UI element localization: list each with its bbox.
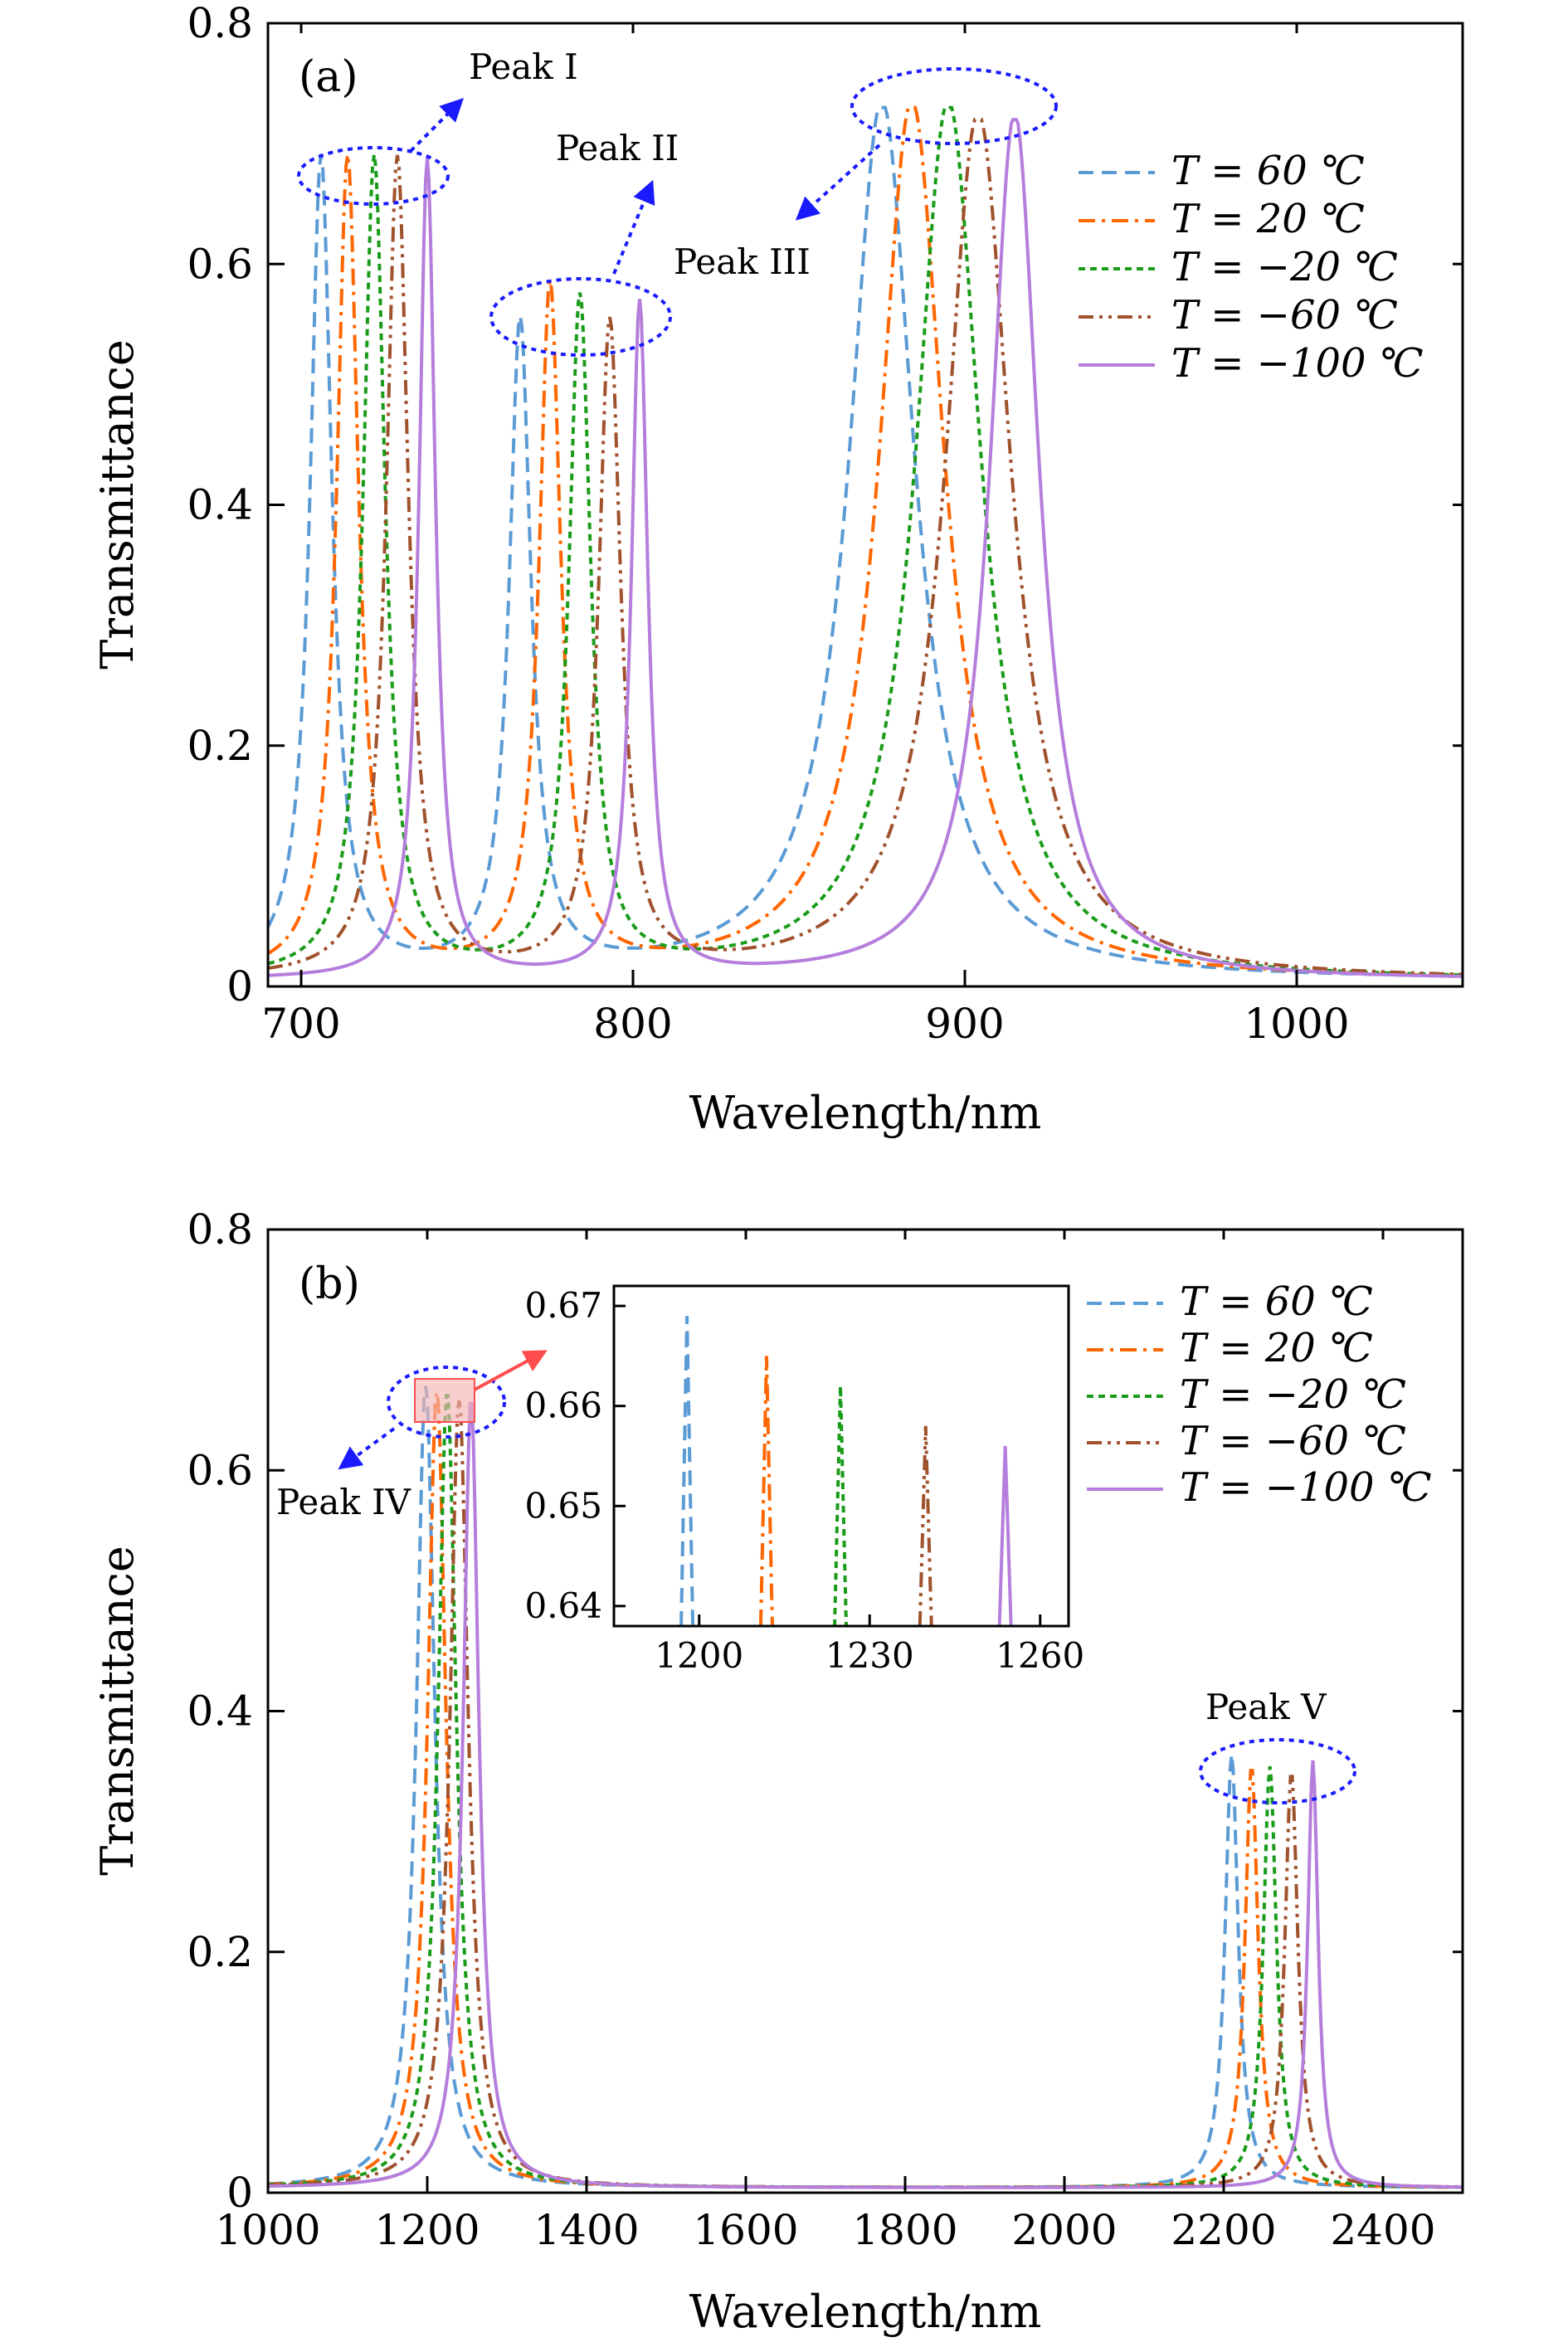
panel-a-curves: [268, 105, 1463, 978]
panel-b-ytick-label-1: 0.2: [187, 1928, 253, 1976]
peak-3-ellipse: [850, 67, 1058, 145]
panel-b-ytick-label-4: 0.8: [187, 1205, 253, 1254]
peak-1-arrow: [409, 98, 464, 153]
panel-b-legend-label-2: T = −20 ℃: [1180, 1371, 1406, 1418]
panel-a-ticks: 700 800 900 1000 0 0.2 0.4 0.6 0.8: [187, 0, 1463, 1048]
panel-b-legend-label-1: T = 20 ℃: [1180, 1325, 1373, 1371]
inset-xtick-label-0: 1200: [655, 1635, 743, 1676]
panel-b-xtick-label-7: 2400: [1330, 2206, 1435, 2254]
peak-3-label: Peak III: [674, 241, 811, 282]
panel-b-xtick-label-6: 2200: [1171, 2206, 1276, 2254]
inset-ytick-label-1: 0.65: [524, 1485, 602, 1526]
panel-a-series-t-100: [268, 118, 1463, 978]
panel-b-xtick-label-0: 1000: [215, 2206, 320, 2254]
peak-1-label: Peak I: [469, 46, 578, 87]
panel-a-xtick-label-0: 700: [261, 1000, 340, 1048]
panel-a-legend-label-4: T = −100 ℃: [1171, 340, 1424, 387]
inset-ytick-label-0: 0.64: [524, 1585, 602, 1626]
panel-a-ytick-label-3: 0.6: [187, 240, 253, 288]
panel-a-legend-label-2: T = −20 ℃: [1171, 244, 1398, 290]
panel-b: 1000 1200 1400 1600 1800 2000 2200 2400 0 0.2 0.4 0…: [91, 1205, 1464, 2338]
inset-ticks: 1200 1230 1260 0.64 0.65 0.66 0.67: [524, 1285, 1084, 1676]
panel-b-xtick-label-2: 1400: [533, 2206, 639, 2254]
inset-series-t-60: [679, 1316, 695, 1626]
peak-2-ellipse: [489, 277, 672, 357]
panel-b-ytick-label-2: 0.4: [187, 1687, 253, 1736]
peak-4-arrow: [338, 1427, 396, 1470]
panel-b-ytick-label-0: 0: [226, 2169, 253, 2217]
panel-b-ytick-label-3: 0.6: [187, 1446, 253, 1494]
panel-b-xtick-label-3: 1600: [693, 2206, 798, 2254]
peak-1-ellipse: [297, 146, 450, 206]
panel-a-label: (a): [299, 52, 358, 102]
panel-b-series-t-20: [268, 1391, 1463, 2189]
panel-a-legend: T = 60 ℃T = 20 ℃T = −20 ℃T = −60 ℃T = −1…: [1079, 148, 1424, 387]
panel-b-xtick-label-5: 2000: [1011, 2206, 1117, 2254]
panel-a-xlabel: Wavelength/nm: [689, 1087, 1042, 1139]
panel-b-legend-label-3: T = −60 ℃: [1180, 1418, 1406, 1464]
peak-3-arrow: [795, 144, 881, 221]
zoom-box: [414, 1378, 475, 1423]
panel-a-ylabel: Transmittance: [91, 339, 144, 670]
panel-a-legend-label-3: T = −60 ℃: [1171, 292, 1398, 338]
inset-plot: 1200 1230 1260 0.64 0.65 0.66 0.67: [524, 1284, 1084, 1676]
panel-a-legend-label-0: T = 60 ℃: [1171, 148, 1365, 194]
panel-b-xlabel: Wavelength/nm: [689, 2286, 1042, 2338]
panel-a: 700 800 900 1000 0 0.2 0.4 0.6 0.8 (a) Wavelengt…: [91, 0, 1464, 1139]
panel-a-xtick-label-1: 800: [593, 1000, 672, 1048]
panel-b-label: (b): [299, 1259, 360, 1309]
peak-2-label: Peak II: [556, 128, 679, 168]
panel-b-curves: [268, 1385, 1463, 2189]
panel-b-xtick-label-1: 1200: [374, 2206, 480, 2254]
inset-curves: [679, 1316, 1013, 1626]
peak-4-ellipse: [387, 1366, 506, 1439]
peak-5-label: Peak V: [1205, 1687, 1327, 1727]
peak-2-arrow: [612, 179, 655, 275]
panel-b-xtick-label-4: 1800: [852, 2206, 957, 2254]
inset-xtick-label-1: 1230: [825, 1635, 914, 1676]
panel-a-ytick-label-0: 0: [226, 962, 253, 1010]
panel-b-legend-label-4: T = −100 ℃: [1180, 1464, 1432, 1511]
peak-5-ellipse: [1199, 1738, 1356, 1804]
panel-a-series-t-20: [268, 105, 1463, 977]
panel-a-xtick-label-2: 900: [925, 1000, 1004, 1048]
panel-b-legend: T = 60 ℃T = 20 ℃T = −20 ℃T = −60 ℃T = −1…: [1087, 1278, 1432, 1511]
inset-series-t-60: [918, 1425, 933, 1626]
panel-b-ylabel: Transmittance: [91, 1546, 144, 1876]
inset-series-t-20: [833, 1385, 848, 1626]
inset-series-t-20: [758, 1356, 774, 1626]
panel-a-xtick-label-3: 1000: [1244, 1000, 1349, 1048]
inset-frame: [612, 1284, 1070, 1628]
inset-ytick-label-2: 0.66: [524, 1385, 602, 1426]
panel-b-legend-label-0: T = 60 ℃: [1180, 1278, 1373, 1325]
inset-ytick-label-3: 0.67: [524, 1285, 602, 1326]
panel-a-ytick-label-1: 0.2: [187, 722, 253, 770]
panel-b-ticks: 1000 1200 1400 1600 1800 2000 2200 2400 0 0.2 0.4 0…: [187, 1205, 1463, 2254]
panel-a-legend-label-1: T = 20 ℃: [1171, 196, 1365, 242]
inset-xtick-label-2: 1260: [996, 1635, 1084, 1676]
inset-series-t-100: [997, 1445, 1013, 1626]
zoom-arrow: [474, 1350, 548, 1391]
panel-a-ytick-label-2: 0.4: [187, 481, 253, 529]
panel-a-ytick-label-4: 0.8: [187, 0, 253, 47]
peak-4-label: Peak IV: [276, 1482, 411, 1522]
panel-b-series-t-100: [268, 1401, 1463, 2189]
